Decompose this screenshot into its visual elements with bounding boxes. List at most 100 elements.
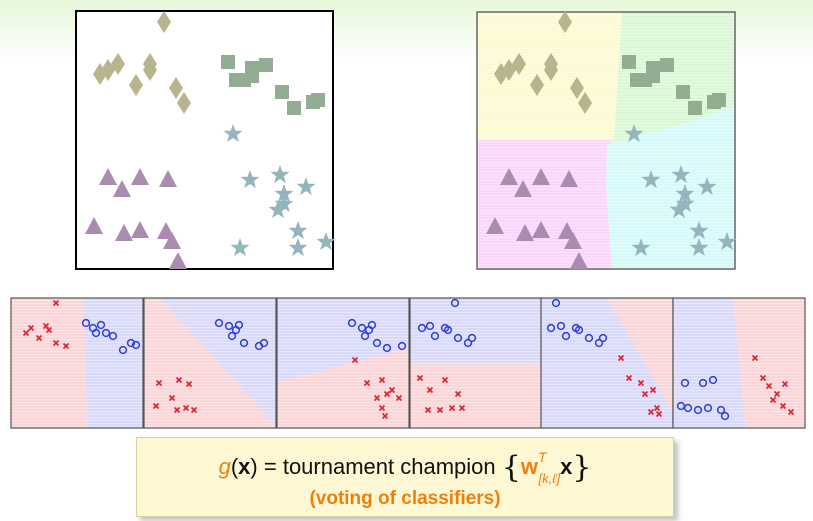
circle-marker	[131, 340, 141, 350]
cross-marker	[625, 374, 633, 382]
triangle-marker	[560, 170, 578, 187]
star-marker	[717, 232, 737, 251]
cross-marker	[35, 334, 43, 342]
cross-marker	[175, 376, 183, 384]
star-marker	[316, 232, 336, 251]
square-marker	[221, 55, 235, 69]
triangle-marker	[500, 168, 518, 185]
cross-marker	[765, 382, 773, 390]
cross-marker	[155, 379, 163, 387]
formula-left-brace: {	[501, 450, 521, 485]
circle-marker	[680, 378, 690, 388]
raw-data-plot	[75, 10, 336, 270]
cross-marker	[182, 404, 190, 412]
cross-marker	[653, 404, 661, 412]
circle-marker	[108, 331, 118, 341]
formula-var: x	[560, 454, 573, 479]
cross-marker	[22, 329, 30, 337]
raw-data-points	[85, 11, 336, 269]
star-marker	[268, 200, 288, 219]
circle-marker	[96, 320, 106, 330]
circle-marker	[716, 405, 726, 415]
classifier-panel-frame	[276, 297, 410, 429]
triangle-marker	[516, 224, 534, 241]
cross-marker	[436, 406, 444, 414]
circle-marker	[425, 321, 435, 331]
cross-marker	[168, 394, 176, 402]
cross-marker	[373, 394, 381, 402]
formula-box: g(x) = tournament champion {wT[k,ℓ]x} (v…	[136, 437, 674, 517]
diamond-marker	[544, 59, 558, 81]
cross-marker	[641, 390, 649, 398]
star-marker	[274, 184, 294, 203]
circle-marker	[561, 331, 571, 341]
cross-marker	[424, 406, 432, 414]
circle-marker	[214, 318, 224, 328]
triangle-marker	[113, 180, 131, 197]
triangle-marker	[564, 232, 582, 249]
formula-equation: g(x) = tournament champion {wT[k,ℓ]x}	[218, 449, 592, 486]
circle-marker	[259, 338, 269, 348]
cross-marker	[416, 374, 424, 382]
cross-marker	[448, 404, 456, 412]
pairwise-classifier-panels	[10, 297, 806, 429]
star-marker	[631, 238, 651, 257]
circle-marker	[360, 331, 370, 341]
circle-marker	[703, 403, 713, 413]
square-marker	[676, 85, 690, 99]
cross-marker	[637, 379, 645, 387]
cross-marker	[351, 356, 359, 364]
square-marker	[622, 55, 636, 69]
star-marker	[689, 221, 709, 240]
formula-weight-sub: [k,ℓ]	[538, 471, 561, 486]
triangle-marker	[532, 168, 550, 185]
square-marker	[306, 95, 320, 109]
triangle-marker	[131, 168, 149, 185]
classifier-panel	[409, 297, 543, 429]
diamond-marker	[143, 59, 157, 81]
triangle-marker	[85, 217, 103, 234]
cross-marker	[751, 354, 759, 362]
square-marker	[638, 73, 652, 87]
triangle-marker	[532, 221, 550, 238]
star-marker	[230, 238, 250, 257]
circle-marker	[693, 405, 703, 415]
circle-marker	[372, 338, 382, 348]
circle-marker	[676, 401, 686, 411]
star-marker	[669, 200, 689, 219]
circle-marker	[708, 375, 718, 385]
diamond-marker	[570, 77, 584, 99]
circle-marker	[382, 343, 392, 353]
circle-marker	[231, 325, 241, 335]
cross-marker	[458, 404, 466, 412]
square-marker	[287, 101, 301, 115]
cross-marker	[52, 339, 60, 347]
star-marker	[624, 124, 644, 143]
triangle-marker	[486, 217, 504, 234]
circle-marker	[720, 411, 730, 421]
multiclass-points	[486, 11, 737, 269]
square-marker	[275, 85, 289, 99]
cross-marker	[381, 412, 389, 420]
circle-marker	[227, 331, 237, 341]
circle-marker	[347, 318, 357, 328]
cross-marker	[190, 406, 198, 414]
triangle-marker	[558, 222, 576, 239]
circle-marker	[101, 328, 111, 338]
formula-text: tournament champion	[282, 454, 496, 479]
diamond-marker	[157, 11, 171, 33]
circle-marker	[239, 338, 249, 348]
triangle-marker	[99, 168, 117, 185]
formula-lhs-func: g	[218, 454, 231, 479]
triangle-marker	[570, 252, 588, 269]
triangle-marker	[159, 170, 177, 187]
formula-equals: =	[263, 454, 277, 479]
triangle-marker	[115, 224, 133, 241]
triangle-marker	[514, 180, 532, 197]
formula-subtitle: (voting of classifiers)	[309, 488, 501, 509]
star-marker	[671, 165, 691, 184]
circle-marker	[417, 323, 427, 333]
cross-marker	[781, 380, 789, 388]
cross-marker	[441, 376, 449, 384]
